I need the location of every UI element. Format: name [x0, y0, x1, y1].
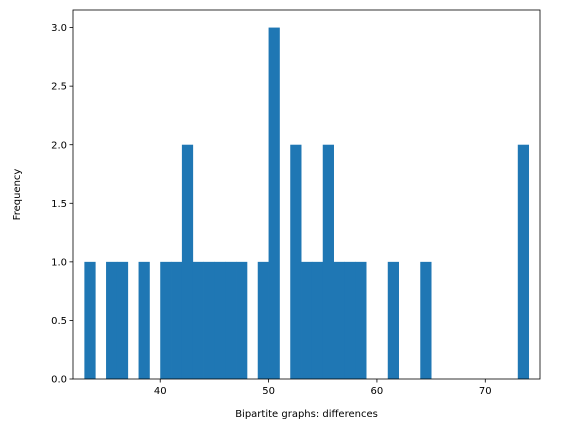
y-tick-label: 1.0	[51, 257, 67, 268]
y-axis-label: Frequency	[12, 169, 23, 221]
histogram-bar	[138, 261, 150, 379]
y-tick-label: 0.0	[51, 375, 67, 386]
histogram-bar	[236, 261, 248, 379]
histogram-bar	[322, 144, 334, 379]
histogram-bar	[116, 261, 129, 379]
y-tick-label: 2.0	[51, 140, 67, 151]
y-tick-label: 3.0	[51, 23, 67, 34]
x-tick-label: 70	[479, 386, 492, 397]
histogram-bar	[290, 144, 302, 379]
histogram-bar	[192, 261, 204, 379]
x-tick-label: 40	[154, 386, 167, 397]
histogram-bar	[387, 261, 399, 379]
histogram-bar	[171, 261, 183, 379]
histogram-bar	[203, 261, 215, 379]
x-axis-ticks: 40 50 60 70	[154, 379, 492, 397]
histogram-bar	[301, 261, 313, 379]
histogram-bar	[517, 144, 530, 379]
plot-frame	[72, 9, 541, 380]
histogram-bar	[225, 261, 237, 379]
y-axis-ticks: 0.0 0.5 1.0 1.5 2.0 2.5 3.0	[51, 23, 73, 386]
histogram-bar	[355, 261, 367, 379]
histogram-bar	[160, 261, 172, 379]
y-tick-label: 2.5	[51, 82, 67, 93]
x-axis-label: Bipartite graphs: differences	[235, 409, 378, 420]
x-tick-label: 50	[262, 386, 275, 397]
histogram-bar	[214, 261, 226, 379]
histogram-bar	[106, 261, 118, 379]
histogram-bar	[84, 261, 96, 379]
y-tick-label: 0.5	[51, 316, 67, 327]
x-tick-label: 60	[371, 386, 384, 397]
y-tick-label: 1.5	[51, 199, 67, 210]
bars-group	[84, 27, 530, 379]
histogram-bar	[257, 261, 269, 379]
histogram-bar	[344, 261, 356, 379]
histogram-bar	[268, 27, 280, 379]
histogram-bar	[333, 261, 345, 379]
histogram-bar	[181, 144, 194, 379]
histogram-bar	[311, 261, 324, 379]
histogram-bar	[420, 261, 432, 379]
